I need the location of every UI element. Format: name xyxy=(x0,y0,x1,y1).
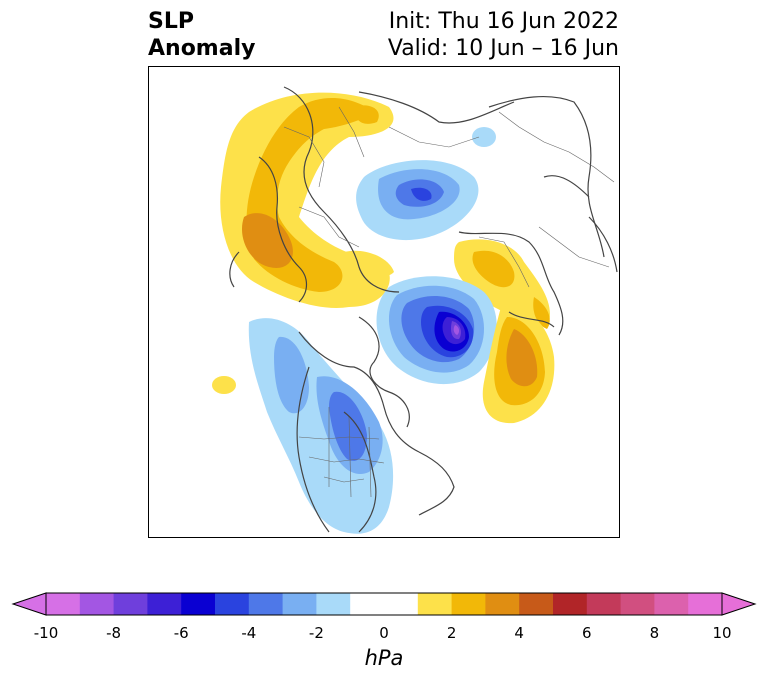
colorbar-cell xyxy=(586,593,622,615)
colorbar-cell xyxy=(384,593,419,615)
colorbar-cell xyxy=(417,593,453,615)
colorbar-low-extension xyxy=(11,592,47,616)
colorbar-cell xyxy=(147,593,182,615)
colorbar-tick-label: 2 xyxy=(446,624,457,642)
valid-range: Valid: 10 Jun – 16 Jun xyxy=(387,36,619,61)
colorbar-cell xyxy=(688,593,723,615)
colorbar-cell xyxy=(248,593,284,615)
colorbar-tick-label: -10 xyxy=(33,624,59,642)
map-panel xyxy=(148,66,620,538)
colorbar-tick-label: 6 xyxy=(582,624,592,642)
colorbar-cell xyxy=(485,593,520,615)
init-date: Init: Thu 16 Jun 2022 xyxy=(388,9,619,34)
colorbar-frame xyxy=(45,592,723,616)
positive-anomaly-pacific xyxy=(482,306,555,424)
negative-anomaly-north-america xyxy=(248,318,394,534)
colorbar-tick-label: 8 xyxy=(649,624,660,642)
colorbar-cell xyxy=(519,593,554,615)
colorbar-cell xyxy=(215,593,250,615)
colorbar-tick-label: 4 xyxy=(514,624,524,642)
title-variable: SLP xyxy=(148,9,194,34)
negative-anomaly-center xyxy=(376,276,497,385)
map-title: SLP Anomaly xyxy=(148,8,255,62)
colorbar-tick-label: -8 xyxy=(106,624,122,642)
colorbar-tick-label: -2 xyxy=(308,624,324,642)
title-type: Anomaly xyxy=(148,36,256,61)
map-dates: Init: Thu 16 Jun 2022 Valid: 10 Jun – 16… xyxy=(388,8,619,62)
colorbar-cell xyxy=(350,593,385,615)
colorbar-tick-label: -6 xyxy=(173,624,189,642)
colorbar xyxy=(11,592,757,616)
colorbar-cell xyxy=(282,593,317,615)
colorbar-unit: hPa xyxy=(364,646,404,670)
colorbar-tick-label: 10 xyxy=(712,624,732,642)
anomaly-map xyxy=(212,86,618,534)
colorbar-cell xyxy=(46,593,81,615)
colorbar-cell xyxy=(553,593,588,615)
colorbar-cell xyxy=(654,593,689,615)
positive-anomaly-asia xyxy=(454,239,550,329)
colorbar-cell xyxy=(113,593,148,615)
colorbar-tick-label: 0 xyxy=(379,624,389,642)
colorbar-cell xyxy=(316,593,351,615)
colorbar-high-extension xyxy=(721,592,757,616)
colorbar-cell xyxy=(181,593,216,615)
country-borders xyxy=(283,106,615,498)
negative-anomaly-arctic xyxy=(356,127,496,241)
colorbar-tick-label: -4 xyxy=(241,624,257,642)
colorbar-cell xyxy=(79,593,115,615)
coastlines xyxy=(229,86,618,533)
colorbar-cell xyxy=(620,593,655,615)
colorbar-cell xyxy=(451,593,486,615)
